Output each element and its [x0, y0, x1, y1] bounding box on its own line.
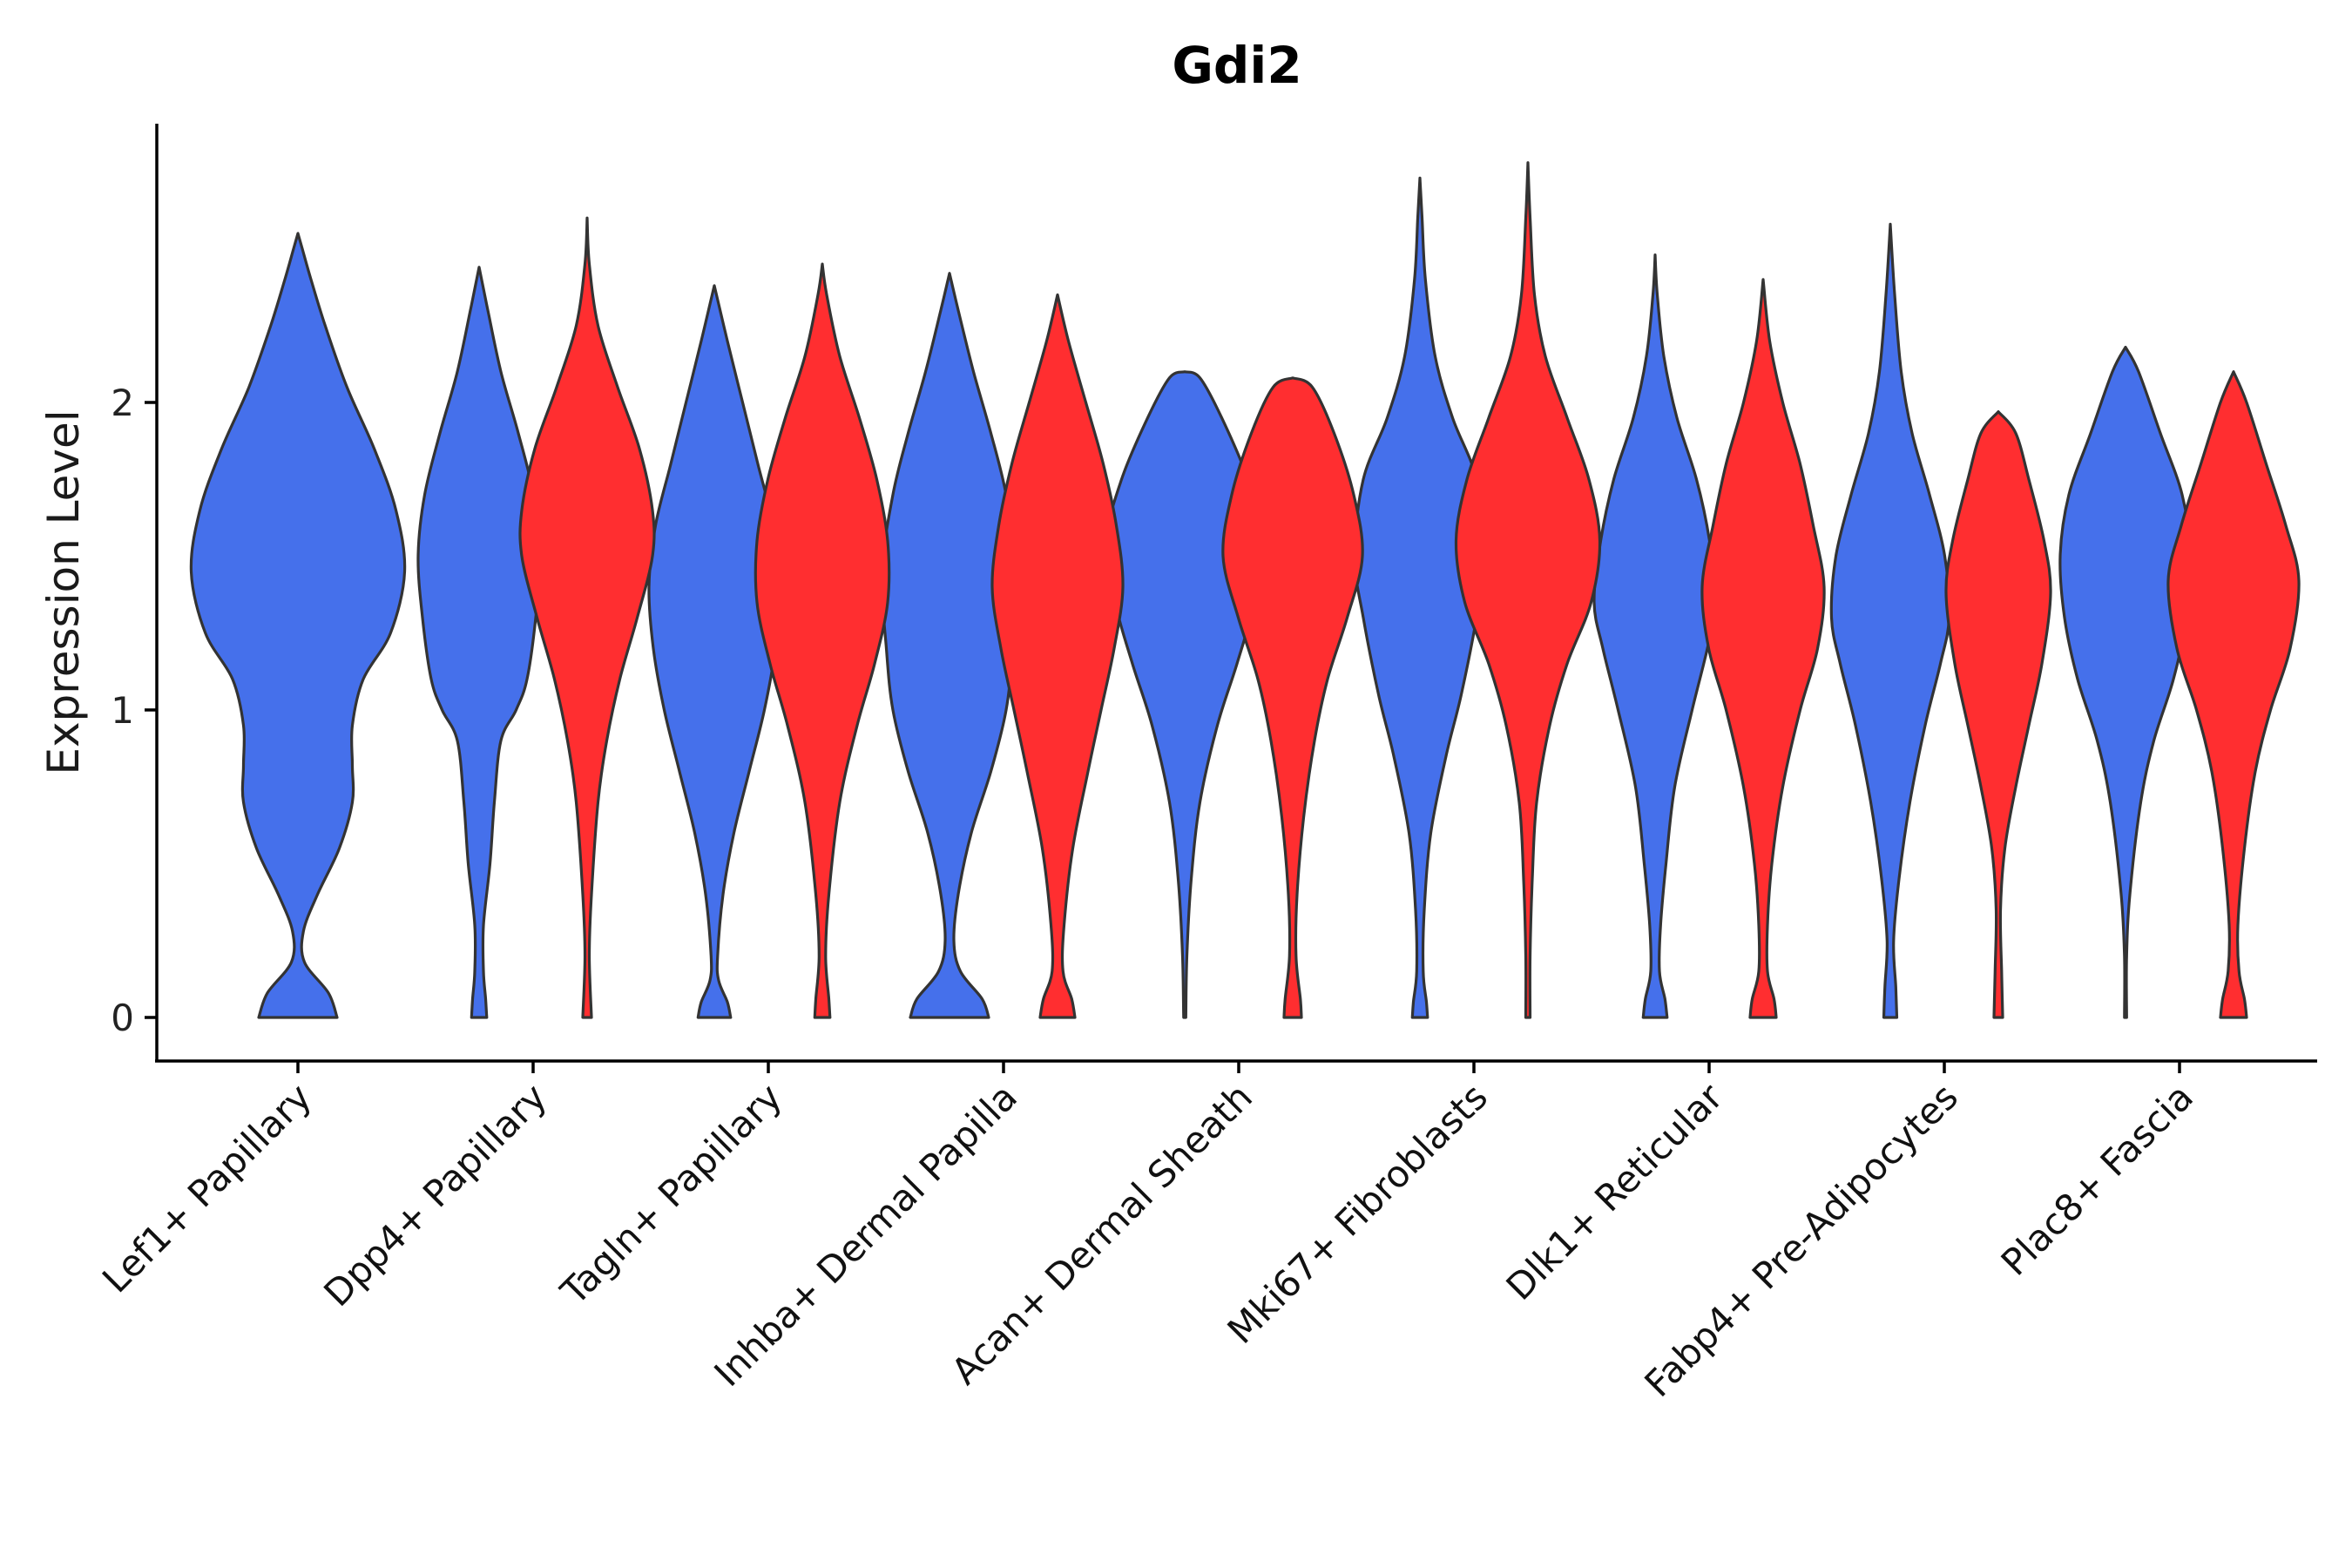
violin-group1-7 [1829, 222, 1951, 1019]
x-tick-label: Lef1+ Papillary [94, 1075, 320, 1301]
violin-group1-1 [416, 266, 542, 1019]
violin-group2-4 [1221, 376, 1364, 1019]
violin-group2-6 [1700, 278, 1826, 1019]
violin-group2-2 [754, 262, 891, 1019]
y-axis-label: Expression Level [38, 409, 89, 774]
violin-group1-2 [647, 284, 781, 1019]
violin-group1-6 [1592, 253, 1718, 1019]
x-tick-label: Plac8+ Fascia [1993, 1075, 2201, 1283]
x-tick-label: Tagln+ Papillary [552, 1075, 790, 1313]
violin-group2-3 [990, 293, 1125, 1019]
violin-group1-8 [2058, 345, 2193, 1019]
chart-title: Gdi2 [1172, 36, 1301, 95]
violin-group2-5 [1454, 161, 1602, 1019]
violin-group1-0 [189, 232, 407, 1019]
violin-group2-8 [2166, 370, 2301, 1019]
y-axis-ticks: 0 1 2 [111, 382, 157, 1039]
violin-group2-7 [1944, 410, 2052, 1019]
x-tick-label: Dpp4+ Papillary [315, 1075, 555, 1315]
y-tick-label: 2 [111, 382, 134, 424]
violin-group1-5 [1353, 176, 1487, 1019]
violin-group2-1 [518, 216, 656, 1019]
violin-group1-3 [880, 272, 1019, 1019]
x-tick-label: Dlk1+ Reticular [1498, 1075, 1732, 1308]
violin-layer [189, 161, 2301, 1019]
y-tick-label: 0 [111, 997, 134, 1039]
x-tick-label: Mki67+ Fibroblasts [1220, 1075, 1496, 1351]
y-tick-label: 1 [111, 689, 134, 732]
